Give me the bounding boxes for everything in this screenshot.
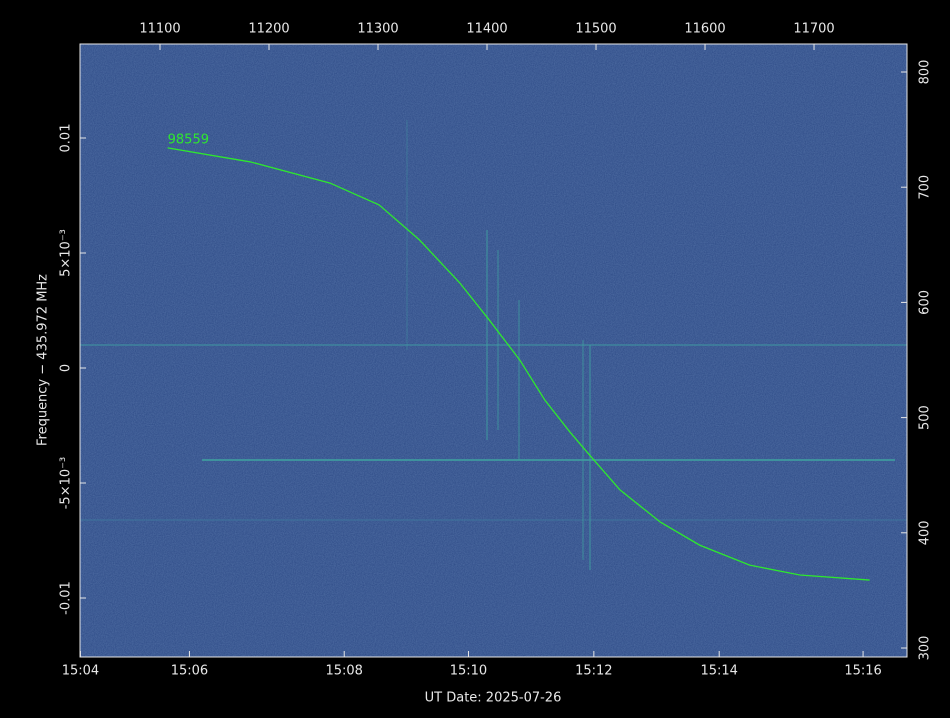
top-tick-label: 11600	[684, 22, 725, 37]
x-tick-label: 15:08	[325, 664, 362, 679]
top-tick-label: 11700	[793, 22, 834, 37]
x-tick-label: 15:10	[450, 664, 487, 679]
top-tick-label: 11500	[575, 22, 616, 37]
x-axis-label: UT Date: 2025-07-26	[425, 691, 562, 706]
x-tick-label: 15:16	[844, 664, 881, 679]
y2-tick-label: 400	[918, 520, 933, 545]
spectrogram-background	[80, 44, 907, 657]
x-tick-label: 15:06	[171, 664, 208, 679]
top-tick-label: 11200	[248, 22, 289, 37]
plot-frame	[79, 43, 908, 658]
y-tick-label: 0.01	[59, 124, 74, 153]
top-tick-label: 11300	[357, 22, 398, 37]
y2-tick-label: 700	[918, 175, 933, 200]
top-tick-label: 11100	[139, 22, 180, 37]
track-line	[167, 147, 870, 581]
y2-tick-label: 500	[918, 405, 933, 430]
top-tick-label: 11400	[466, 22, 507, 37]
y-tick-label: 0	[59, 364, 74, 372]
series-label: 98559	[168, 132, 209, 147]
x-tick-label: 15:12	[575, 664, 612, 679]
y-tick-label: 5×10⁻³	[59, 229, 74, 277]
y-axis-label: Frequency − 435.972 MHz	[36, 274, 51, 446]
y2-tick-label: 600	[918, 290, 933, 315]
y-tick-label: -0.01	[59, 581, 74, 615]
y-tick-label: -5×10⁻³	[59, 457, 74, 509]
x-tick-label: 15:14	[700, 664, 737, 679]
x-tick-label: 15:04	[62, 664, 99, 679]
y2-tick-label: 300	[918, 636, 933, 661]
y2-tick-label: 800	[918, 60, 933, 85]
